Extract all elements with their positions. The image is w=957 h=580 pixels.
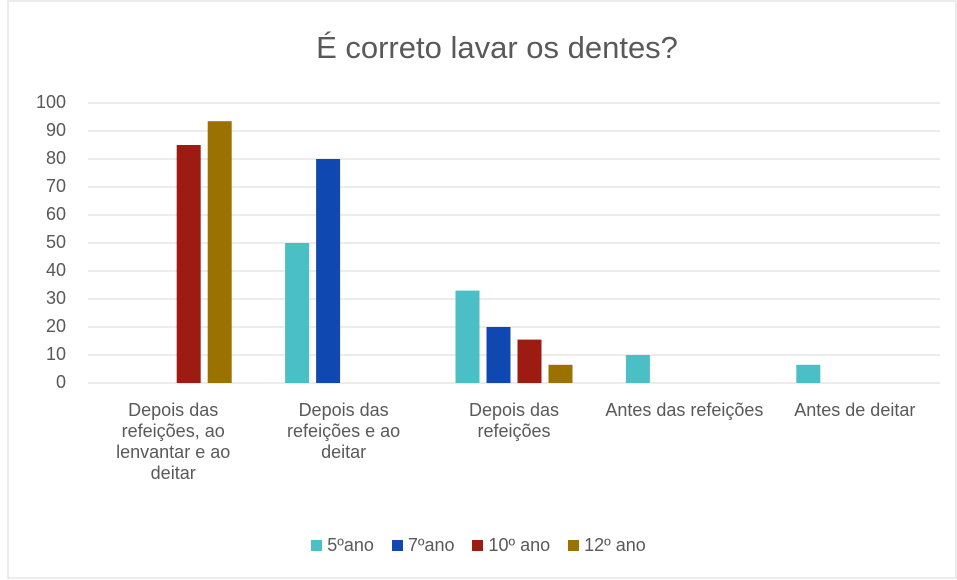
legend-label: 10º ano	[488, 535, 551, 555]
chart-border	[7, 0, 957, 579]
x-tick-label: Depois das refeições	[468, 400, 560, 441]
legend-label: 12º ano	[584, 535, 646, 555]
bar	[486, 327, 511, 383]
legend-item: 7ºano	[391, 535, 455, 556]
y-tick-label: 0	[56, 372, 66, 392]
bar	[285, 243, 310, 383]
x-tick-label: Antes das refeições	[605, 400, 764, 420]
y-tick-label: 100	[36, 92, 66, 112]
bar	[455, 290, 480, 383]
y-tick-label: 20	[46, 316, 66, 336]
legend-label: 7ºano	[407, 535, 455, 555]
bar	[625, 355, 650, 383]
y-tick-label: 30	[46, 288, 66, 308]
legend-swatch	[568, 540, 580, 551]
bar	[548, 364, 573, 383]
legend-item: 10º ano	[472, 535, 550, 556]
legend-swatch	[311, 540, 323, 551]
y-tick-label: 90	[46, 120, 66, 140]
chart-title: É correto lavar os dentes?	[316, 30, 678, 65]
x-tick-label: Depois das refeições, ao lenvantar e ao …	[116, 400, 231, 483]
legend-swatch	[391, 540, 403, 551]
bar	[176, 145, 201, 383]
bar	[796, 364, 821, 383]
y-tick-label: 70	[46, 176, 66, 196]
x-tick-label: Depois das refeições e ao deitar	[287, 400, 401, 462]
bar	[207, 121, 232, 383]
y-tick-label: 50	[46, 232, 66, 252]
legend-swatch	[472, 540, 484, 551]
legend-label: 5ºano	[327, 535, 374, 555]
y-tick-label: 60	[46, 204, 66, 224]
y-tick-label: 40	[46, 260, 66, 280]
legend-item: 12º ano	[568, 535, 646, 556]
y-tick-label: 10	[46, 344, 66, 364]
x-tick-label: Antes de deitar	[794, 400, 916, 420]
y-tick-label: 80	[46, 148, 66, 168]
legend: 5ºano 7ºano 10º ano 12º ano	[0, 535, 957, 556]
bar	[316, 159, 341, 383]
legend-item: 5ºano	[311, 535, 374, 556]
bar	[517, 339, 542, 383]
